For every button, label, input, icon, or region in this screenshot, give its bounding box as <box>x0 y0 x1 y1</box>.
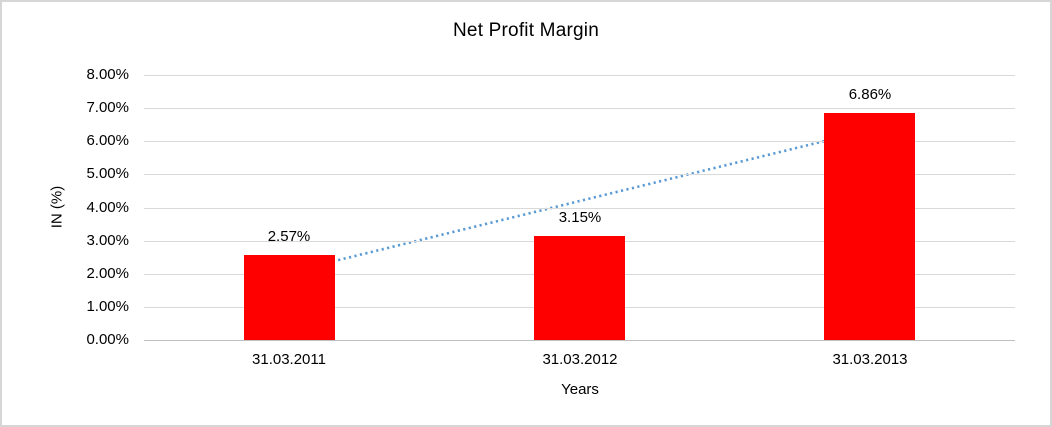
y-tick-label: 8.00% <box>86 66 129 83</box>
bar-value-label: 6.86% <box>848 86 892 103</box>
x-axis-line <box>144 340 1015 341</box>
trendline-path <box>288 128 871 274</box>
x-tick-label: 31.03.2013 <box>832 351 908 368</box>
bar <box>534 236 625 340</box>
gridline <box>144 141 1015 142</box>
y-tick-label: 7.00% <box>86 99 129 116</box>
y-tick-label: 6.00% <box>86 132 129 149</box>
y-tick-label: 5.00% <box>86 165 129 182</box>
bar-value-label: 3.15% <box>558 209 602 226</box>
gridline <box>144 208 1015 209</box>
gridline <box>144 75 1015 76</box>
bar-value-label: 2.57% <box>267 228 311 245</box>
chart-title: Net Profit Margin <box>453 20 599 41</box>
gridline <box>144 108 1015 109</box>
x-tick-label: 31.03.2012 <box>542 351 618 368</box>
y-tick-label: 0.00% <box>86 331 129 348</box>
y-tick-label: 2.00% <box>86 265 129 282</box>
x-tick-label: 31.03.2011 <box>252 351 326 368</box>
bar <box>244 255 335 340</box>
x-axis-title: Years <box>561 381 599 398</box>
bar <box>824 113 915 340</box>
gridline <box>144 174 1015 175</box>
trendline <box>288 128 871 274</box>
y-tick-label: 3.00% <box>86 232 129 249</box>
y-tick-label: 4.00% <box>86 199 129 216</box>
y-tick-label: 1.00% <box>86 298 129 315</box>
